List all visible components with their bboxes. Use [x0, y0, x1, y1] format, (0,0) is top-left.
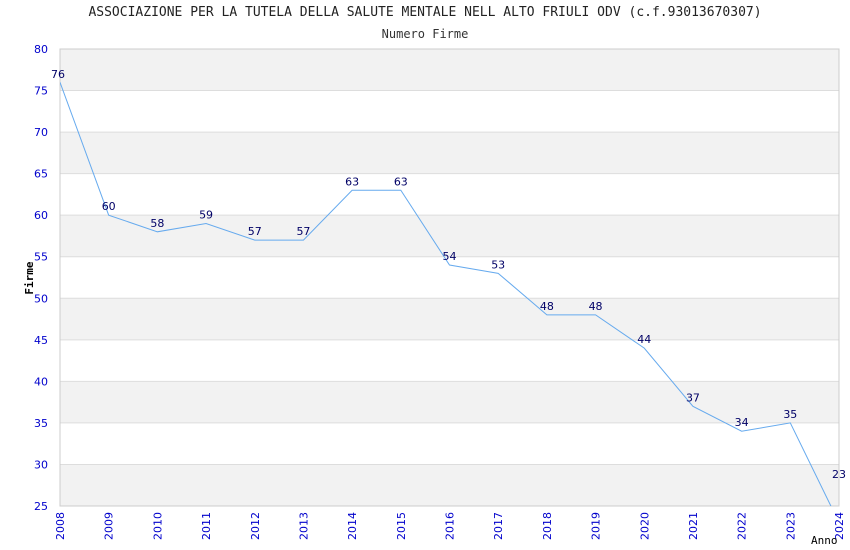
data-label: 54: [443, 250, 457, 263]
plot-area: [59, 48, 840, 507]
x-tick-label: 2018: [541, 512, 554, 540]
x-tick-label: 2016: [444, 512, 457, 540]
y-tick-label: 35: [34, 417, 48, 430]
x-tick-label: 2023: [784, 512, 797, 540]
data-label: 35: [783, 408, 797, 421]
data-label: 53: [491, 258, 505, 271]
series-line: [60, 82, 832, 506]
x-tick-label: 2017: [492, 512, 505, 540]
y-tick-label: 55: [34, 251, 48, 264]
x-tick-label: 2009: [103, 512, 116, 540]
y-tick-label: 45: [34, 334, 48, 347]
data-labels: 76 60 58 59 57 57 63 63 54 53 48 48 44 37 34 35 23: [51, 68, 846, 481]
x-tick-label: 2012: [249, 512, 262, 540]
background-band: [60, 464, 839, 506]
series-line-group: [60, 82, 832, 506]
x-tick-label: 2021: [687, 512, 700, 540]
background-band: [60, 381, 839, 423]
data-label: 57: [248, 225, 262, 238]
chart-title: ASSOCIAZIONE PER LA TUTELA DELLA SALUTE …: [88, 5, 762, 20]
y-tick-label: 65: [34, 168, 48, 181]
data-label: 63: [345, 175, 359, 188]
data-label: 48: [540, 300, 554, 313]
x-tick-label: 2020: [638, 512, 651, 540]
data-label: 37: [686, 391, 700, 404]
chart-subtitle: Numero Firme: [381, 27, 469, 41]
y-axis: 25 30 35 40 45 50 55 60 65 70 75 80: [34, 43, 48, 513]
data-label: 48: [589, 300, 603, 313]
y-tick-label: 60: [34, 209, 48, 222]
y-tick-label: 25: [34, 500, 48, 513]
data-label: 76: [51, 68, 65, 81]
data-label: 57: [296, 225, 310, 238]
background-band: [60, 215, 839, 257]
data-label: 34: [735, 416, 749, 429]
y-tick-label: 75: [34, 85, 48, 98]
data-label: 63: [394, 175, 408, 188]
y-tick-label: 50: [34, 292, 48, 305]
data-label: 23: [832, 468, 846, 481]
y-tick-label: 70: [34, 126, 48, 139]
x-tick-label: 2024: [833, 512, 846, 540]
x-tick-label: 2015: [395, 512, 408, 540]
x-tick-label: 2008: [54, 512, 67, 540]
data-label: 58: [150, 217, 164, 230]
x-axis-title: Anno: [811, 534, 838, 547]
data-label: 60: [102, 200, 116, 213]
background-band: [60, 298, 839, 340]
y-tick-label: 30: [34, 458, 48, 471]
x-tick-label: 2014: [346, 512, 359, 540]
data-label: 44: [637, 333, 651, 346]
y-tick-label: 40: [34, 375, 48, 388]
x-tick-label: 2011: [200, 512, 213, 540]
background-bands: [60, 49, 839, 506]
background-band: [60, 132, 839, 174]
y-tick-label: 80: [34, 43, 48, 56]
x-tick-label: 2019: [590, 512, 603, 540]
background-band: [60, 49, 839, 91]
x-tick-label: 2013: [297, 512, 310, 540]
x-tick-label: 2022: [736, 512, 749, 540]
y-axis-title: Firme: [23, 261, 36, 294]
x-tick-label: 2010: [151, 512, 164, 540]
x-axis: 2008 2009 2010 2011 2012 2013 2014 2015 2016 2017…: [54, 512, 846, 540]
gridlines: [60, 48, 839, 507]
data-label: 59: [199, 208, 213, 221]
